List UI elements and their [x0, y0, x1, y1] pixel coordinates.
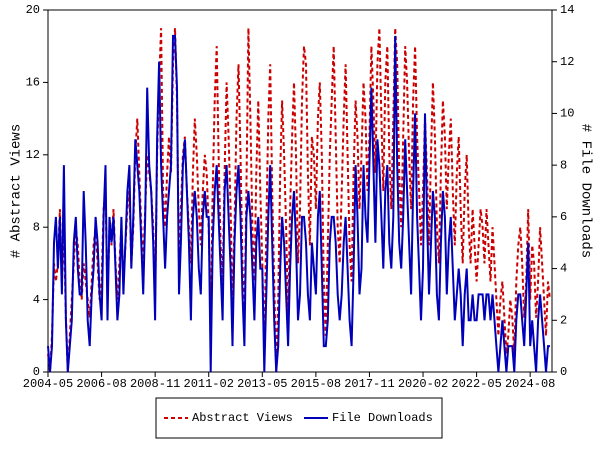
series-line [47, 28, 551, 373]
y2-tick-label: 2 [560, 313, 567, 327]
y2-tick-label: 12 [560, 55, 574, 69]
legend-box [155, 397, 443, 439]
x-tick-label: 2004-05 [23, 377, 73, 391]
y2-tick-label: 4 [560, 262, 567, 276]
y2-tick-label: 6 [560, 210, 567, 224]
legend-label: Abstract Views [192, 411, 293, 425]
y-axis-label: # Abstract Views [9, 124, 25, 258]
x-tick-label: 2017-11 [344, 377, 394, 391]
y2-axis-label: # File Downloads [577, 124, 593, 258]
x-tick-label: 2020-02 [398, 377, 448, 391]
legend-label: File Downloads [332, 411, 433, 425]
x-tick-label: 2015-08 [291, 377, 341, 391]
y2-tick-label: 10 [560, 107, 574, 121]
x-tick-label: 2022-05 [451, 377, 501, 391]
x-tick-label: 2013-05 [237, 377, 287, 391]
y-tick-label: 8 [33, 220, 40, 234]
y-tick-label: 4 [33, 293, 40, 307]
y2-tick-label: 8 [560, 158, 567, 172]
y-tick-label: 16 [26, 76, 40, 90]
y-tick-label: 0 [33, 365, 40, 379]
x-tick-label: 2011-02 [184, 377, 234, 391]
plot-frame [47, 9, 553, 373]
y-tick-label: 12 [26, 148, 40, 162]
y-tick-label: 20 [26, 3, 40, 17]
series-line [47, 34, 550, 373]
x-tick-label: 2008-11 [130, 377, 180, 391]
x-tick-label: 2006-08 [76, 377, 126, 391]
y2-tick-label: 14 [560, 3, 574, 17]
x-tick-label: 2024-08 [505, 377, 555, 391]
y2-tick-label: 0 [560, 365, 567, 379]
